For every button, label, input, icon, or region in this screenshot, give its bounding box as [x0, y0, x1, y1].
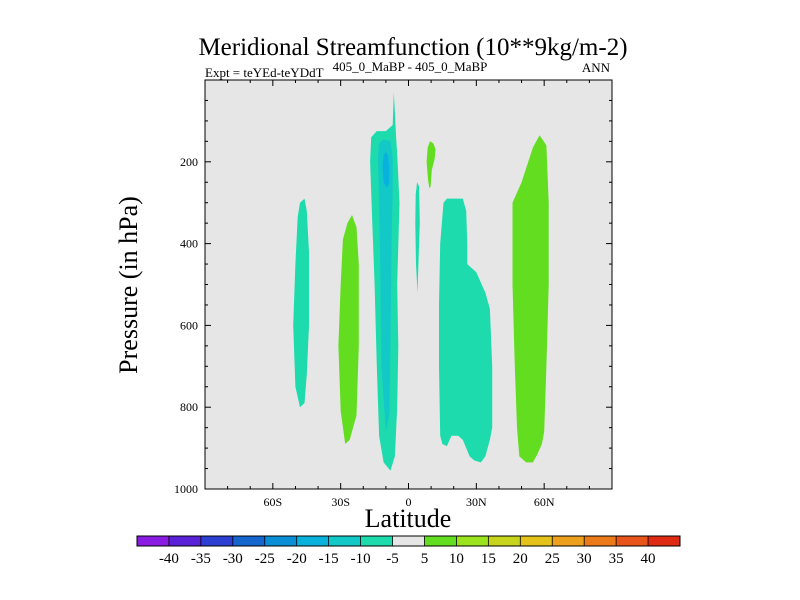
colorbar-label: 10 [449, 551, 464, 567]
plot-area [205, 80, 612, 489]
colorbar-swatch [137, 536, 170, 546]
contour-pos-small-10n [426, 141, 436, 189]
axis-ticks: 60S 30S 0 30N 60N 200 400 600 800 1000 [174, 80, 612, 509]
colorbar-swatch [296, 536, 329, 546]
colorbar-label: 35 [609, 551, 624, 567]
colorbar: -40 -35 -30 -25 -20 -15 -10 -5 5 10 15 20 25 30 35 40 [136, 535, 681, 567]
colorbar-label: 5 [421, 551, 429, 567]
colorbar-swatch [552, 536, 585, 546]
contour-neg-block-25n [439, 198, 493, 463]
right-subtitle: ANN [582, 60, 611, 75]
colorbar-label: -15 [319, 551, 339, 567]
y-tick-label: 200 [180, 155, 198, 169]
x-tick-label: 60S [263, 495, 282, 509]
colorbar-label: 40 [641, 551, 656, 567]
chart-title: Meridional Streamfunction (10**9kg/m-2) [198, 34, 627, 61]
contour-regions [293, 92, 549, 471]
colorbar-label: 15 [481, 551, 496, 567]
colorbar-label: -20 [287, 551, 307, 567]
y-tick-label: 600 [180, 318, 198, 332]
colorbar-swatch [264, 536, 297, 546]
colorbar-swatch [520, 536, 553, 546]
colorbar-swatch [168, 536, 202, 546]
contour-neg-thin-4n [415, 182, 420, 293]
colorbar-label: -35 [191, 551, 211, 567]
x-tick-label: 30S [331, 495, 350, 509]
colorbar-swatch [456, 536, 489, 546]
colorbar-frame [136, 535, 681, 547]
colorbar-swatch [424, 536, 457, 546]
x-tick-label: 30N [466, 495, 487, 509]
x-tick-label: 0 [406, 495, 412, 509]
contour-pos-band-30s [338, 215, 359, 444]
colorbar-label: 25 [545, 551, 560, 567]
colorbar-label: -10 [351, 551, 371, 567]
x-tick-label: 60N [534, 495, 555, 509]
colorbar-swatch [616, 536, 649, 546]
colorbar-swatch [392, 536, 425, 546]
y-axis-title: Pressure (in hPa) [114, 196, 143, 374]
left-subtitle: Expt = teYEd-teYDdT [205, 65, 324, 80]
y-tick-label: 1000 [174, 482, 198, 496]
colorbar-swatch [328, 536, 361, 546]
colorbar-label: 20 [513, 551, 528, 567]
y-tick-label: 400 [180, 237, 198, 251]
colorbar-swatch [200, 536, 234, 546]
colorbar-label: -5 [386, 551, 399, 567]
center-subtitle: 405_0_MaBP - 405_0_MaBP [333, 59, 488, 74]
contour-pos-band-55n [512, 135, 549, 463]
colorbar-swatch [648, 536, 681, 546]
colorbar-label: -30 [223, 551, 243, 567]
contour-neg-column-eq-mid [378, 139, 393, 432]
contour-neg-column-eq-core [382, 151, 390, 189]
colorbar-label: -25 [255, 551, 275, 567]
colorbar-swatch [488, 536, 521, 546]
colorbar-swatch [584, 536, 617, 546]
y-tick-label: 800 [180, 400, 198, 414]
colorbar-label: -40 [159, 551, 179, 567]
colorbar-swatch [360, 536, 393, 546]
colorbar-swatch [232, 536, 266, 546]
colorbar-label: 30 [577, 551, 592, 567]
contour-neg-band-50s [293, 198, 309, 408]
x-axis-title: Latitude [365, 504, 452, 533]
